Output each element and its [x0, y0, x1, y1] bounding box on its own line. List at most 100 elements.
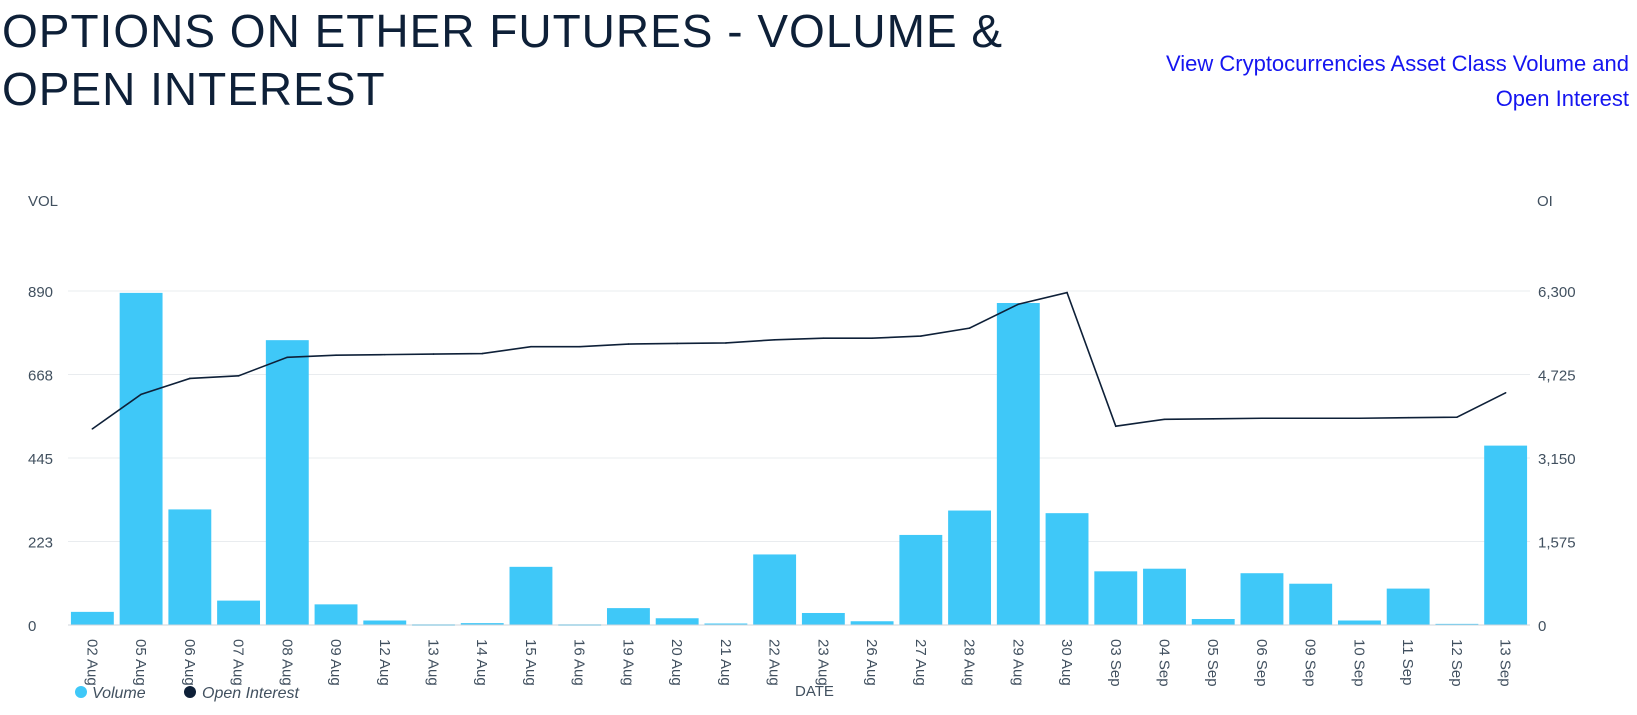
page-title: OPTIONS ON ETHER FUTURES - VOLUME & OPEN… [2, 5, 1004, 115]
y-tick-label-left: 668 [28, 368, 53, 385]
x-tick-label: 28 Aug [961, 639, 978, 686]
open-interest-point [725, 342, 727, 344]
open-interest-point [968, 327, 971, 329]
volume-bar [1484, 445, 1528, 625]
volume-bar [753, 554, 797, 625]
x-tick-label: 22 Aug [766, 639, 783, 686]
legend: Volume Open Interest [75, 685, 300, 702]
x-tick-label: 13 Sep [1497, 639, 1514, 687]
open-interest-point [773, 338, 776, 341]
volume-bar [801, 612, 845, 625]
x-tick-label: 06 Aug [181, 639, 198, 686]
x-tick-label: 11 Sep [1399, 639, 1416, 685]
chart-grid [68, 290, 1530, 542]
open-interest-line [91, 291, 1507, 430]
y-tick-label-right: 1,575 [1538, 535, 1576, 552]
x-tick-label: 19 Aug [619, 639, 636, 686]
volume-bar [509, 566, 553, 625]
open-interest-point [1066, 291, 1068, 294]
open-interest-point [237, 375, 240, 377]
y-tick-label-right: 0 [1538, 618, 1546, 635]
open-interest-point [140, 393, 142, 396]
open-interest-point [189, 377, 191, 380]
open-interest-point [1163, 418, 1166, 421]
open-interest-point [1309, 417, 1312, 420]
volume-bar [363, 620, 407, 625]
volume-bar [704, 623, 748, 625]
x-tick-label: 08 Aug [278, 639, 295, 686]
open-interest-point [1212, 417, 1215, 420]
volume-bar [1045, 513, 1089, 625]
legend-oi-marker [184, 686, 196, 698]
open-interest-point [481, 352, 484, 355]
x-tick-label: 10 Sep [1350, 639, 1367, 687]
open-interest-point [871, 337, 873, 339]
volume-bar [1143, 568, 1186, 625]
x-tick-label: 12 Sep [1448, 639, 1465, 687]
x-tick-label: 03 Sep [1107, 639, 1124, 687]
volume-bar [168, 509, 212, 625]
x-tick-label: 09 Aug [327, 639, 344, 686]
y-tick-label-left: 0 [28, 618, 36, 635]
chart-axes: 0 0 223 1,575 445 3,150 668 4,725 890 6,300 02 Aug… [28, 284, 1576, 687]
volume-bar [1240, 573, 1284, 625]
y-tick-label-right: 6,300 [1538, 284, 1576, 301]
asset-class-volume-link[interactable]: View Cryptocurrencies Asset Class Volume… [1165, 51, 1629, 111]
x-tick-label: 27 Aug [912, 639, 929, 686]
volume-bar [899, 534, 943, 625]
volume-bar [119, 292, 163, 625]
y-tick-label-left: 223 [28, 535, 53, 552]
volume-bar [850, 621, 894, 625]
open-interest-point [1358, 417, 1361, 420]
x-tick-label: 20 Aug [668, 639, 685, 686]
volume-bar [70, 611, 114, 625]
open-interest-point [1114, 425, 1117, 427]
x-tick-label: 26 Aug [863, 639, 880, 686]
open-interest-point [1504, 391, 1507, 394]
open-interest-point [286, 356, 289, 359]
volume-bar [606, 608, 650, 625]
y-tick-label-right: 4,725 [1538, 368, 1576, 385]
open-interest-point [432, 353, 435, 355]
volume-bar [948, 510, 992, 625]
volume-bar [1337, 620, 1381, 625]
y-tick-label-left: 890 [28, 284, 53, 301]
open-interest-point [822, 337, 825, 339]
x-tick-label: 09 Sep [1302, 639, 1319, 687]
legend-volume-marker [75, 686, 87, 698]
open-interest-point [335, 354, 337, 356]
open-interest-point [676, 342, 678, 345]
x-tick-label: 12 Aug [376, 639, 393, 686]
volume-bar [655, 618, 699, 625]
open-interest-point [1017, 303, 1020, 306]
x-tick-label: 13 Aug [425, 639, 442, 686]
volume-bar [1289, 583, 1333, 625]
volume-bar [996, 303, 1040, 625]
volume-bar [217, 600, 261, 625]
x-tick-label: 06 Sep [1253, 639, 1270, 687]
x-tick-label: 07 Aug [230, 639, 247, 686]
volume-bar [1386, 588, 1430, 625]
y-tick-label-left: 445 [28, 451, 53, 468]
volume-bar [460, 623, 504, 625]
open-interest-point [627, 343, 630, 345]
y-axis-left-label: VOL [28, 193, 58, 210]
x-tick-label: 05 Sep [1204, 639, 1221, 687]
open-interest-point [1261, 417, 1263, 420]
volume-bar [1094, 571, 1138, 625]
legend-oi-label[interactable]: Open Interest [202, 685, 300, 702]
legend-volume-label[interactable]: Volume [92, 685, 146, 702]
x-tick-label: 04 Sep [1156, 639, 1173, 687]
volume-bar [265, 340, 309, 625]
open-interest-point [383, 353, 386, 356]
volume-bars [70, 292, 1528, 626]
x-tick-label: 23 Aug [814, 639, 831, 686]
open-interest-point [91, 428, 94, 430]
x-tick-label: 14 Aug [473, 639, 490, 686]
x-tick-label: 29 Aug [1009, 639, 1026, 686]
x-tick-label: 05 Aug [132, 639, 149, 686]
open-interest-point [530, 345, 532, 348]
x-tick-label: 15 Aug [522, 639, 539, 686]
x-tick-label: 16 Aug [571, 639, 588, 686]
y-axis-right-label: OI [1537, 193, 1553, 210]
